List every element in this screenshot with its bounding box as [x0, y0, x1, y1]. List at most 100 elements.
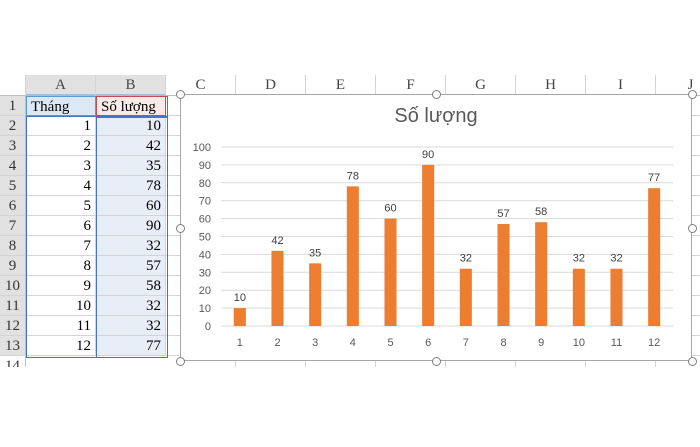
resize-handle-bottom-right[interactable]	[688, 357, 697, 366]
y-tick-label: 20	[199, 285, 211, 297]
cell-quantity[interactable]: 35	[96, 156, 166, 176]
row-header-10[interactable]: 10	[0, 276, 26, 296]
x-tick-label: 7	[463, 337, 469, 349]
cell-empty[interactable]	[446, 356, 516, 367]
column-header-h[interactable]: H	[516, 75, 586, 96]
chart-title[interactable]: Số lượng	[394, 105, 478, 127]
x-tick-label: 10	[573, 337, 585, 349]
row-header-12[interactable]: 12	[0, 316, 26, 336]
resize-handle-top-middle[interactable]	[432, 90, 441, 99]
cell-month[interactable]: 9	[26, 276, 96, 296]
resize-handle-top-left[interactable]	[176, 90, 185, 99]
column-header-g[interactable]: G	[446, 75, 516, 96]
column-header-d[interactable]: D	[236, 75, 306, 96]
bar[interactable]	[610, 268, 623, 326]
data-label: 42	[271, 235, 283, 247]
row-header-5[interactable]: 5	[0, 176, 26, 196]
cell-quantity[interactable]: 32	[96, 316, 166, 336]
bar[interactable]	[233, 308, 246, 326]
resize-handle-middle-left[interactable]	[176, 224, 185, 233]
cell-month[interactable]: 12	[26, 336, 96, 356]
cell-quantity[interactable]: 90	[96, 216, 166, 236]
cell-month[interactable]: 4	[26, 176, 96, 196]
data-label: 35	[309, 247, 321, 259]
bar[interactable]	[346, 186, 359, 326]
resize-handle-middle-right[interactable]	[688, 224, 697, 233]
data-label: 32	[610, 253, 622, 265]
x-tick-label: 3	[312, 337, 318, 349]
x-tick-label: 12	[648, 337, 660, 349]
cell-month[interactable]: 11	[26, 316, 96, 336]
cell-empty[interactable]	[376, 356, 446, 367]
bar[interactable]	[497, 223, 510, 326]
data-label: 10	[234, 292, 246, 304]
column-header-e[interactable]: E	[306, 75, 376, 96]
resize-handle-bottom-middle[interactable]	[432, 357, 441, 366]
cell-month[interactable]: 8	[26, 256, 96, 276]
y-tick-label: 40	[199, 249, 211, 261]
cell-quantity[interactable]: 10	[96, 116, 166, 136]
cell-month[interactable]: 3	[26, 156, 96, 176]
row-header-13[interactable]: 13	[0, 336, 26, 356]
cell-quantity[interactable]: 57	[96, 256, 166, 276]
bar[interactable]	[422, 164, 435, 326]
column-header-i[interactable]: I	[586, 75, 656, 96]
row-header-11[interactable]: 11	[0, 296, 26, 316]
column-header-b[interactable]: B	[96, 75, 166, 96]
chart-area[interactable]: Số lượng 0 10 20 30 40 50 60 70 80 90 100 10 1 42 2 35 3…	[180, 94, 692, 361]
cell-empty[interactable]	[236, 356, 306, 367]
cell-month[interactable]: 6	[26, 216, 96, 236]
row-header-6[interactable]: 6	[0, 196, 26, 216]
data-label: 77	[648, 172, 660, 184]
cell-month[interactable]: 5	[26, 196, 96, 216]
row-header-14[interactable]: 14	[0, 356, 26, 367]
cell-quantity[interactable]: 77	[96, 336, 166, 356]
y-tick-label: 50	[199, 232, 211, 244]
resize-handle-bottom-left[interactable]	[176, 357, 185, 366]
cell-quantity[interactable]: 32	[96, 296, 166, 316]
x-tick-label: 8	[500, 337, 506, 349]
y-tick-label: 70	[199, 196, 211, 208]
cell-empty[interactable]	[516, 356, 586, 367]
cell-month[interactable]: 1	[26, 116, 96, 136]
column-header-a[interactable]: A	[26, 75, 96, 96]
row-header-4[interactable]: 4	[0, 156, 26, 176]
row-header-3[interactable]: 3	[0, 136, 26, 156]
bar[interactable]	[271, 250, 284, 326]
x-tick-label: 11	[611, 337, 622, 349]
y-tick-label: 80	[199, 178, 211, 190]
cell-quantity[interactable]: 58	[96, 276, 166, 296]
x-tick-label: 2	[274, 337, 280, 349]
cell-empty[interactable]	[166, 356, 236, 367]
bar[interactable]	[384, 218, 397, 326]
bar[interactable]	[572, 268, 585, 326]
cell-b1-header[interactable]: Số lượng	[96, 96, 166, 116]
bar[interactable]	[459, 268, 472, 326]
row-header-9[interactable]: 9	[0, 256, 26, 276]
select-all-corner[interactable]	[0, 75, 26, 96]
cell-a1-header[interactable]: Tháng	[26, 96, 96, 116]
y-tick-label: 90	[199, 160, 211, 172]
cell-month[interactable]: 7	[26, 236, 96, 256]
resize-handle-top-right[interactable]	[688, 90, 697, 99]
data-label: 60	[384, 203, 396, 215]
row-header-2[interactable]: 2	[0, 116, 26, 136]
row-header-8[interactable]: 8	[0, 236, 26, 256]
bar[interactable]	[309, 263, 322, 326]
y-tick-label: 100	[193, 142, 211, 154]
bar[interactable]	[648, 188, 661, 326]
cell-quantity[interactable]: 32	[96, 236, 166, 256]
y-tick-label: 10	[199, 303, 211, 315]
cell-empty[interactable]	[306, 356, 376, 367]
cell-quantity[interactable]: 60	[96, 196, 166, 216]
cell-quantity[interactable]: 78	[96, 176, 166, 196]
row-header-1[interactable]: 1	[0, 96, 26, 116]
plot-area[interactable]: 0102030405060708090100101422353784605906…	[181, 95, 691, 360]
cell-month[interactable]: 10	[26, 296, 96, 316]
cell-quantity[interactable]: 42	[96, 136, 166, 156]
row-header-7[interactable]: 7	[0, 216, 26, 236]
cell-empty[interactable]	[586, 356, 656, 367]
x-tick-label: 5	[387, 337, 393, 349]
cell-month[interactable]: 2	[26, 136, 96, 156]
bar[interactable]	[535, 222, 548, 326]
